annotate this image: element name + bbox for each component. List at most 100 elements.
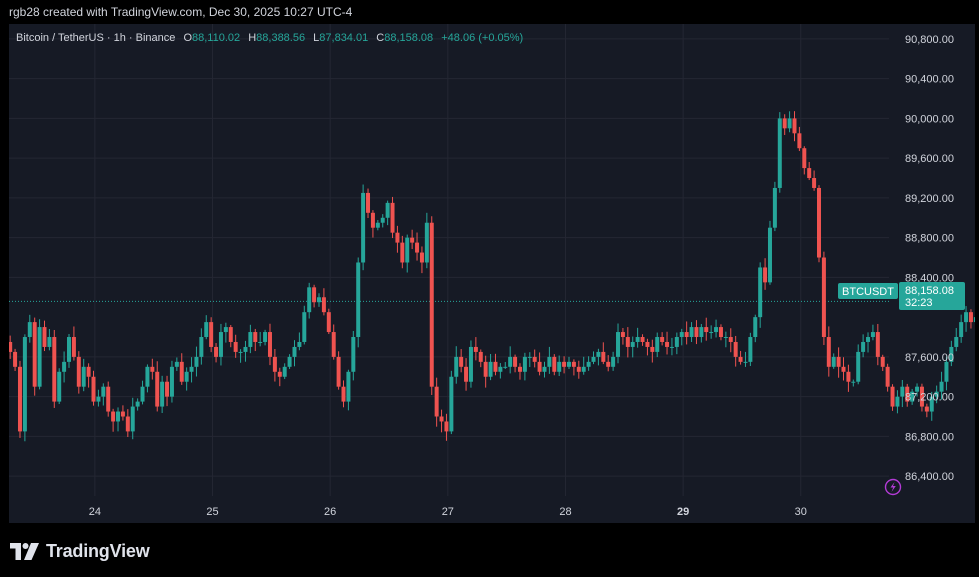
attribution-text: rgb28 created with TradingView.com, Dec … [9,5,353,19]
candle-body [419,252,424,263]
candle-body [52,337,57,402]
chart-panel[interactable]: 90,800.00 90,400.00 90,000.00 89,600.00 89,2… [9,24,975,523]
candle-body [135,401,140,407]
candle-body [797,133,802,149]
candle-body [287,356,292,367]
candle-body [807,168,812,179]
candle-body [483,361,488,377]
candle-body [366,192,371,213]
tradingview-logo[interactable]: TradingView [10,541,150,562]
candle-body [959,322,964,338]
candle-body [503,366,508,368]
y-tick-label: 88,800.00 [905,233,954,245]
candle-body [111,411,116,422]
candle-body [317,297,321,303]
last-price-tag: BTCUSDT 88,158.08 32:23 [838,282,965,310]
candle-body [405,237,410,263]
candle-body [861,341,866,352]
candle-body [410,237,415,243]
candle-body [478,351,483,362]
candle-body [870,332,875,338]
candle-body [42,327,47,347]
candle-body [650,346,655,352]
candle-body [571,361,576,367]
candle-body [169,366,174,397]
symbol-tag-bg [838,283,898,299]
candle-body [292,346,297,357]
legend-low-value: 87,834.01 [319,32,369,44]
candle-body [866,337,871,342]
candle-body [17,366,22,432]
candle-body [674,337,679,347]
price-axis[interactable]: 90,800.00 90,400.00 90,000.00 89,600.00 89,2… [905,34,954,483]
candle-body [243,346,248,352]
candle-body [312,287,317,303]
candle-body [679,332,684,338]
time-axis[interactable]: 24 25 26 27 28 29 30 [89,506,807,518]
y-tick-label: 87,200.00 [905,392,954,404]
candle-body [934,391,939,397]
candle-body [939,381,944,392]
candle-body [459,356,464,367]
y-tick-label: 88,400.00 [905,272,954,284]
candle-body [76,356,81,387]
candle-body [586,361,591,367]
candle-body [846,371,851,382]
candlestick-chart[interactable]: 90,800.00 90,400.00 90,000.00 89,600.00 89,2… [9,24,975,523]
candle-body [915,386,920,392]
candle-body [625,337,630,347]
candle-body [660,337,665,342]
candle-body [856,351,861,382]
candle-body [370,212,375,228]
candle-body [851,381,856,383]
candle-body [184,371,189,382]
symbol-tag-label: BTCUSDT [842,286,894,298]
candle-body [27,322,32,338]
candle-body [116,411,121,422]
candles [9,111,975,442]
candle-body [91,376,96,402]
candle-body [209,322,214,347]
candle-body [228,327,233,342]
candle-body [699,327,704,338]
candle-body [233,341,238,352]
candle-body [645,341,650,347]
legend-low-label: L [313,32,320,44]
price-tag-countdown: 32:23 [905,297,933,309]
y-tick-label: 89,600.00 [905,153,954,165]
candle-body [331,332,336,357]
y-tick-label: 90,400.00 [905,74,954,86]
candle-body [214,346,219,357]
candle-body [968,312,973,323]
candle-body [155,371,160,407]
candle-body [493,361,498,372]
legend-symbol: Bitcoin / TetherUS · 1h · Binance [16,32,176,44]
candle-body [508,356,513,367]
x-tick-label: 30 [795,506,807,518]
legend-close-label: C [376,32,385,44]
candle-body [895,396,900,407]
candle-body [611,356,616,367]
candle-body [174,361,179,367]
candle-body [258,341,263,343]
candle-body [836,356,841,367]
candle-body [777,118,782,188]
candle-body [125,416,130,432]
candle-body [57,371,62,402]
candle-body [714,327,719,333]
candle-body [464,366,469,382]
candle-body [738,356,743,362]
candle-body [321,297,326,313]
candle-body [429,222,434,387]
candle-body [718,327,723,338]
y-tick-label: 86,400.00 [905,471,954,483]
candle-body [444,421,449,432]
candle-body [130,406,135,432]
candle-body [223,327,228,333]
y-tick-label: 86,800.00 [905,431,954,443]
candle-body [758,267,763,318]
lightning-icon[interactable] [884,478,902,496]
candle-body [434,386,439,417]
tradingview-logo-icon [10,543,39,560]
candle-body [753,317,758,338]
